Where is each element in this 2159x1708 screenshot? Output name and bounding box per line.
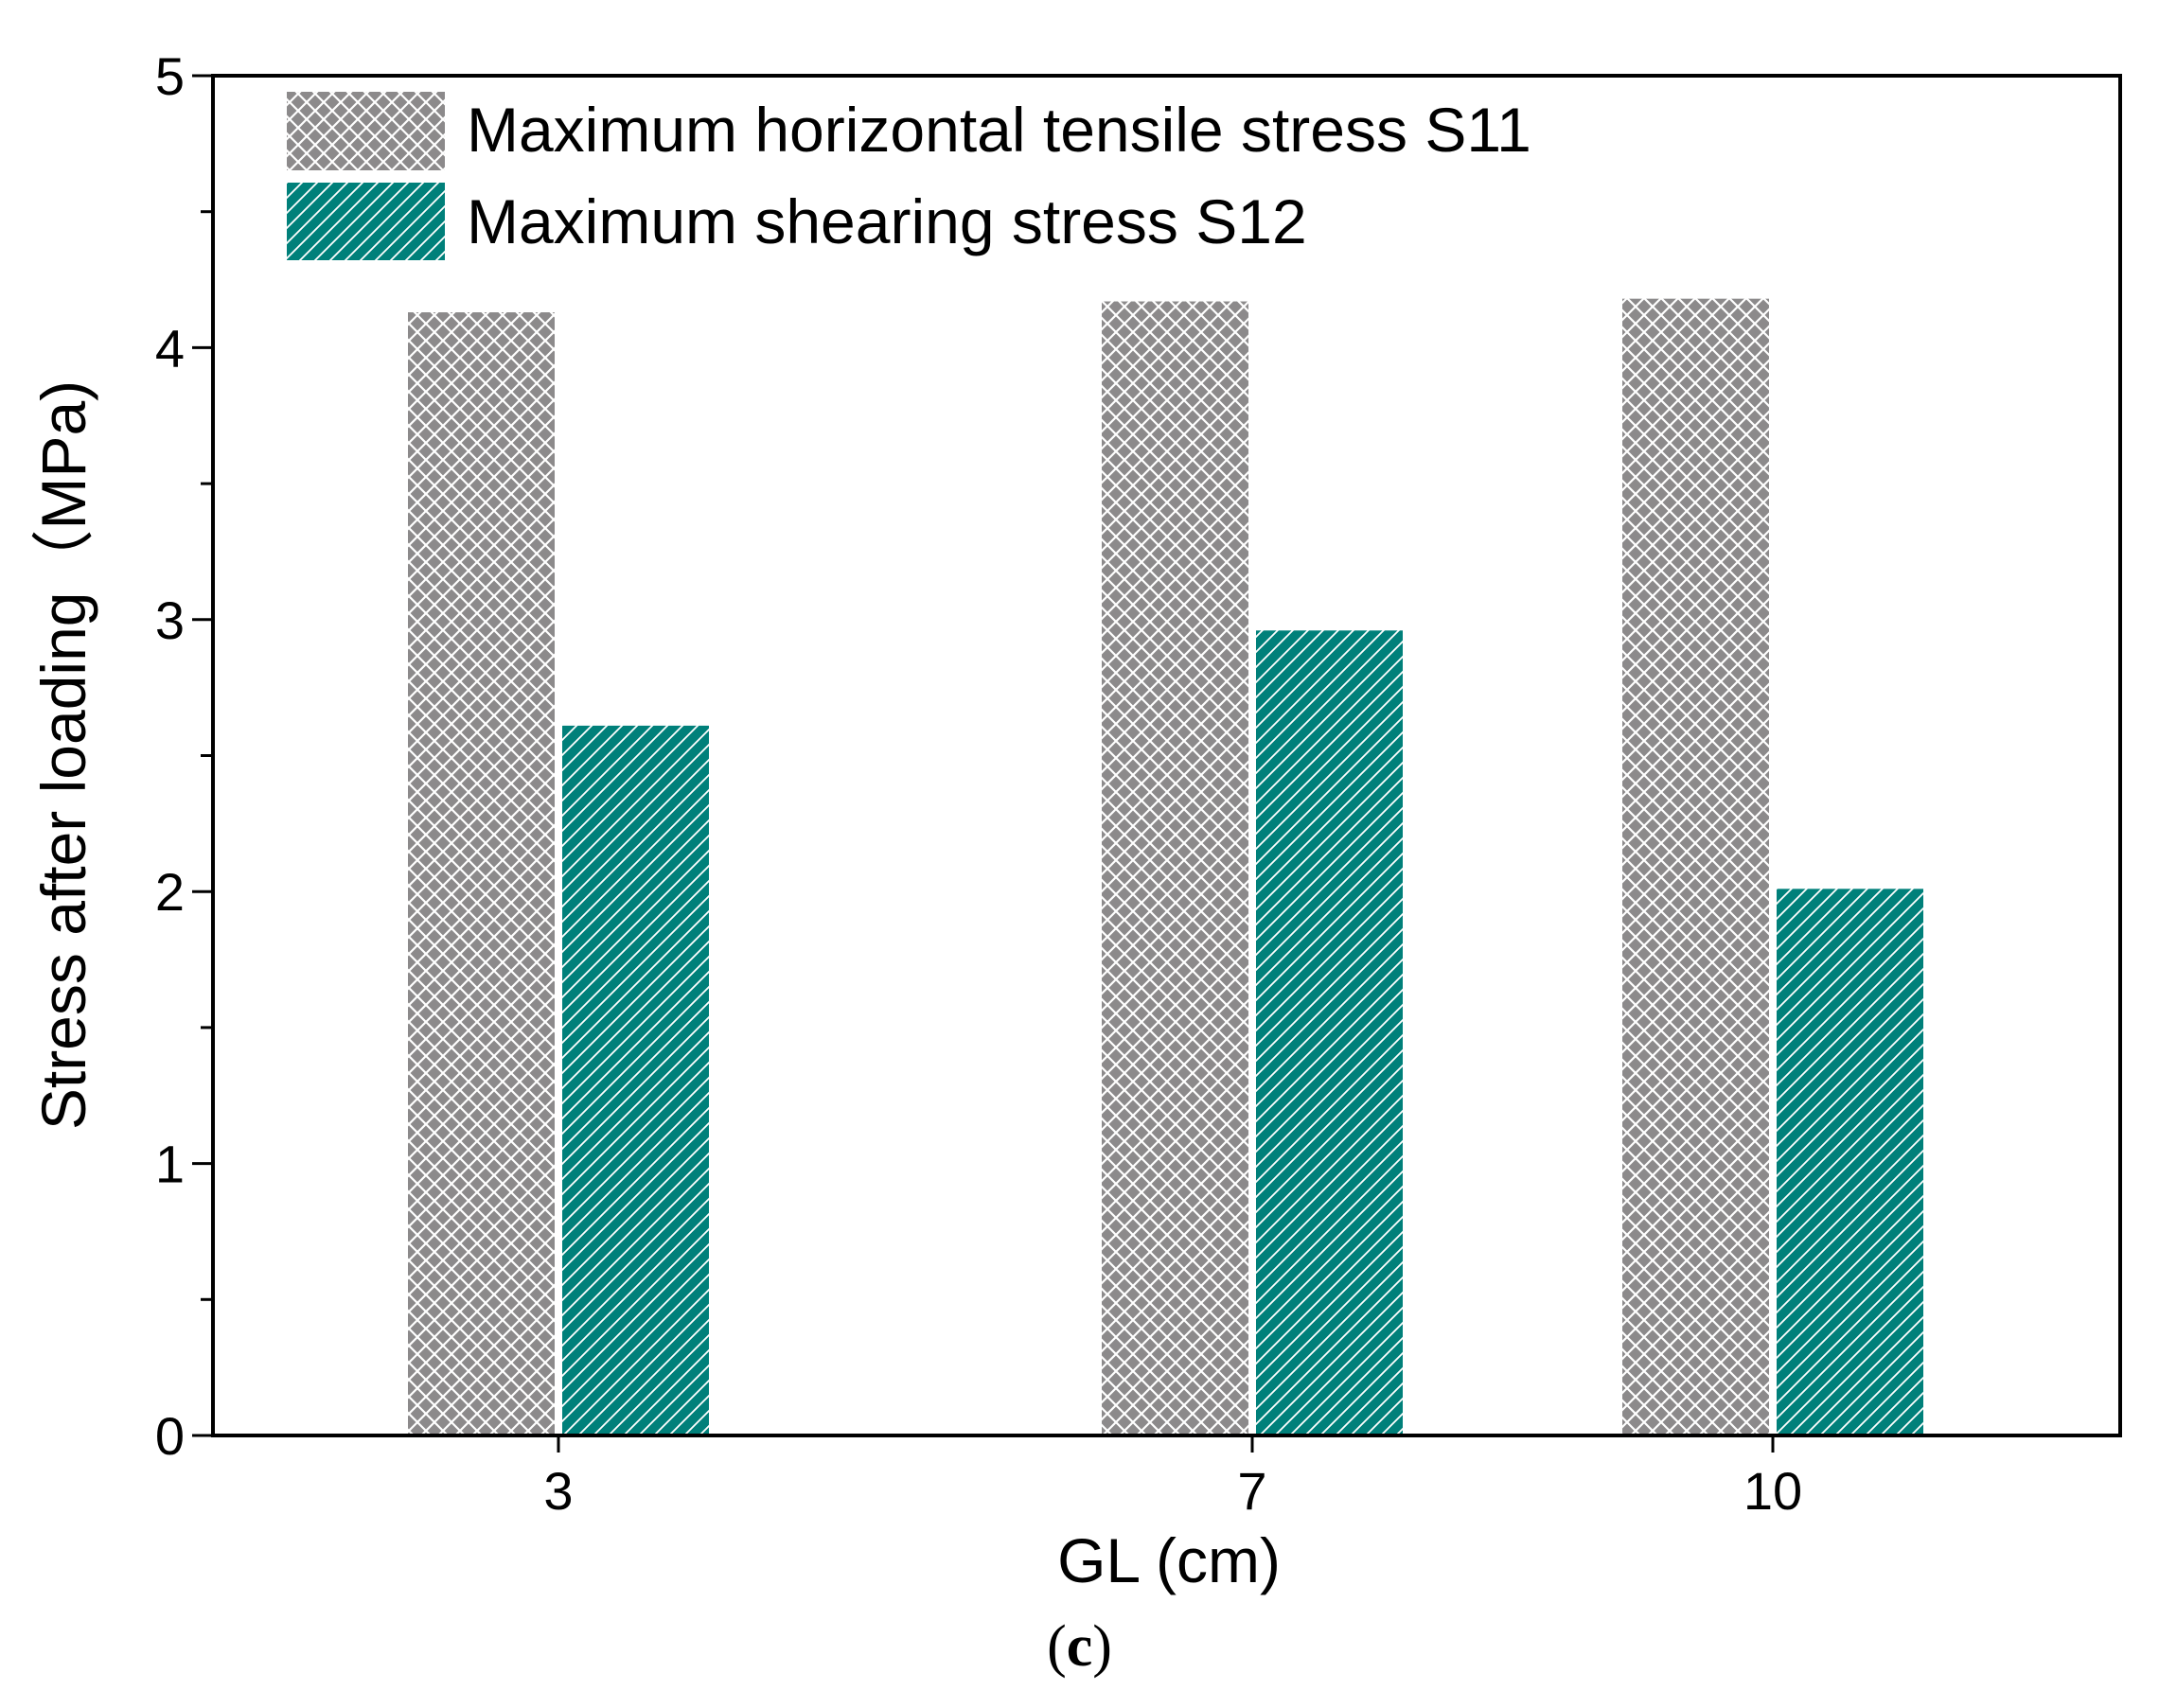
y-tick-label-3: 3 (155, 590, 185, 650)
panel-label-open: ( (1047, 1614, 1067, 1679)
bar-s12-gl-7 (1256, 630, 1403, 1435)
y-tick-label-2: 2 (155, 862, 185, 922)
x-tick-label-10: 10 (1743, 1461, 1802, 1521)
bar-s11-gl-7 (1102, 301, 1248, 1435)
y-tick-label-4: 4 (155, 318, 185, 378)
y-axis-title: Stress after loading（MPa) (28, 380, 98, 1130)
bar-s12-gl-3 (562, 725, 709, 1435)
x-axis: 3 7 10 (543, 1435, 1802, 1521)
panel-label-close: ) (1092, 1614, 1112, 1679)
legend-swatch-s11 (287, 92, 445, 170)
legend: Maximum horizontal tensile stress S11 Ma… (287, 92, 1531, 260)
y-tick-label-1: 1 (155, 1135, 185, 1194)
y-axis: 0 1 2 3 4 5 (155, 46, 213, 1466)
x-axis-title: GL (cm) (1057, 1525, 1281, 1595)
bar-s11-gl-3 (408, 312, 555, 1436)
bar-s12-gl-10 (1777, 889, 1923, 1435)
x-tick-label-7: 7 (1237, 1461, 1266, 1521)
bar-s11-gl-10 (1622, 298, 1769, 1436)
bars-layer (408, 298, 1923, 1436)
legend-label-s11: Maximum horizontal tensile stress S11 (467, 95, 1531, 165)
legend-swatch-s12 (287, 183, 445, 260)
panel-label-letter: c (1066, 1614, 1093, 1679)
x-tick-label-3: 3 (543, 1461, 573, 1521)
y-tick-label-5: 5 (155, 46, 185, 106)
y-tick-label-0: 0 (155, 1406, 185, 1466)
legend-label-s12: Maximum shearing stress S12 (467, 186, 1307, 256)
panel-label: (c) (0, 1613, 2159, 1681)
